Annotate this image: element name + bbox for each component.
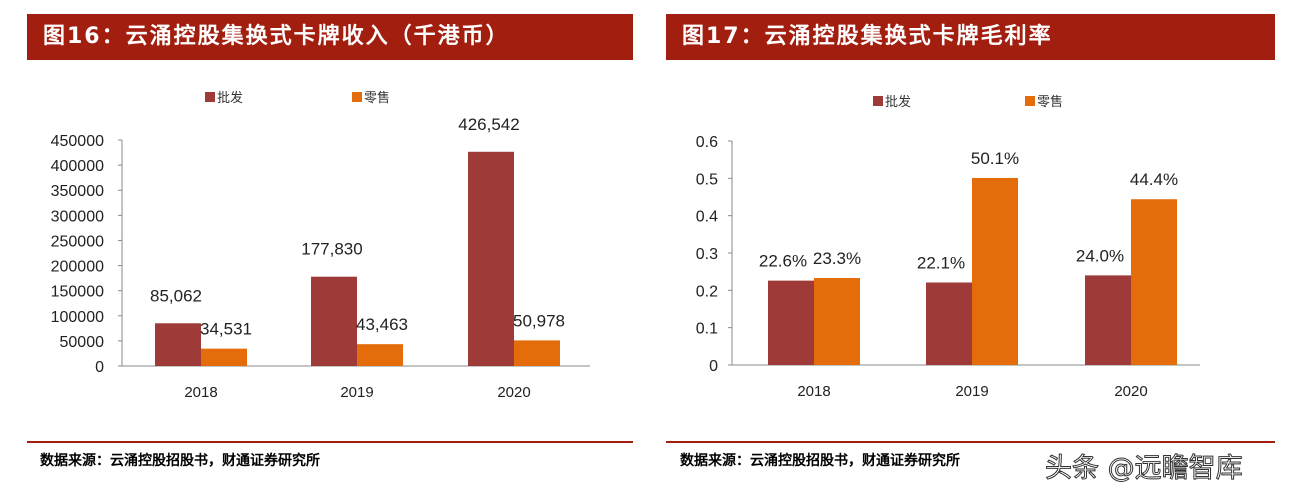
- divider: [666, 441, 1275, 443]
- bar-批发-2018: [768, 280, 814, 365]
- data-label: 177,830: [301, 240, 362, 259]
- data-label: 44.4%: [1130, 170, 1178, 189]
- y-tick-label: 350000: [51, 183, 104, 200]
- data-label: 426,542: [458, 115, 519, 134]
- y-tick-label: 0.1: [696, 321, 718, 338]
- y-tick-label: 0: [709, 358, 718, 375]
- y-tick-label: 0: [95, 359, 104, 376]
- y-tick-label: 0.6: [696, 134, 718, 151]
- bar-批发-2020: [468, 151, 514, 366]
- divider: [27, 441, 633, 443]
- data-label: 22.6%: [759, 252, 807, 271]
- data-label: 50,978: [513, 311, 565, 330]
- legend-label: 零售: [364, 90, 390, 105]
- y-tick-label: 0.2: [696, 283, 718, 300]
- bar-零售-2020: [514, 340, 560, 366]
- bar-零售-2019: [357, 344, 403, 366]
- bar-零售-2018: [814, 278, 860, 365]
- data-label: 85,062: [150, 286, 202, 305]
- bar-批发-2020: [1085, 275, 1131, 365]
- legend-swatch-零售: [1025, 96, 1035, 106]
- data-label: 34,531: [200, 320, 252, 339]
- source-note: 数据来源：云涌控股招股书，财通证券研究所: [680, 453, 960, 469]
- y-tick-label: 450000: [51, 133, 104, 150]
- x-tick-label: 2018: [184, 384, 217, 401]
- margin-chart: 0 0.1 0.2 0.3 0.4 0.5 0.6 2018 2019 2020 批发 22.6% 22…: [696, 94, 1200, 400]
- bar-批发-2019: [311, 276, 357, 366]
- x-tick-label: 2019: [340, 384, 373, 401]
- y-tick-label: 200000: [51, 259, 104, 276]
- data-label: 50.1%: [971, 149, 1019, 168]
- chart-title-fig16: 图16：云涌控股集换式卡牌收入（千港币）: [27, 14, 633, 60]
- bar-零售-2020: [1131, 199, 1177, 365]
- legend-label: 零售: [1037, 94, 1063, 109]
- bar-零售-2019: [972, 177, 1018, 365]
- y-tick-label: 300000: [51, 208, 104, 225]
- x-tick-label: 2020: [497, 384, 530, 401]
- y-tick-label: 0.4: [696, 209, 718, 226]
- bar-零售-2018: [201, 348, 247, 366]
- revenue-chart: 0 50000 100000 150000 200000 250000 300000 3500…: [51, 90, 590, 401]
- legend-label: 批发: [885, 94, 911, 109]
- bar-批发-2018: [155, 323, 201, 366]
- y-tick-label: 0.5: [696, 171, 718, 188]
- y-tick-label: 250000: [51, 233, 104, 250]
- y-tick-label: 400000: [51, 158, 104, 175]
- y-tick-label: 50000: [60, 334, 105, 351]
- data-label: 24.0%: [1076, 246, 1124, 265]
- y-tick-label: 100000: [51, 309, 104, 326]
- legend-label: 批发: [217, 90, 243, 105]
- x-tick-label: 2020: [1114, 383, 1147, 400]
- legend-swatch-批发: [205, 92, 215, 102]
- legend-swatch-零售: [352, 92, 362, 102]
- chart-title-fig17: 图17：云涌控股集换式卡牌毛利率: [666, 14, 1275, 60]
- data-label: 23.3%: [813, 249, 861, 268]
- y-tick-label: 0.3: [696, 246, 718, 263]
- data-label: 22.1%: [917, 253, 965, 272]
- y-tick-label: 150000: [51, 284, 104, 301]
- x-tick-label: 2018: [797, 383, 830, 400]
- source-note: 数据来源：云涌控股招股书，财通证券研究所: [40, 453, 320, 469]
- bar-批发-2019: [926, 282, 972, 365]
- x-tick-label: 2019: [955, 383, 988, 400]
- watermark: 头条 @远瞻智库: [1045, 453, 1244, 485]
- data-label: 43,463: [356, 315, 408, 334]
- legend-swatch-批发: [873, 96, 883, 106]
